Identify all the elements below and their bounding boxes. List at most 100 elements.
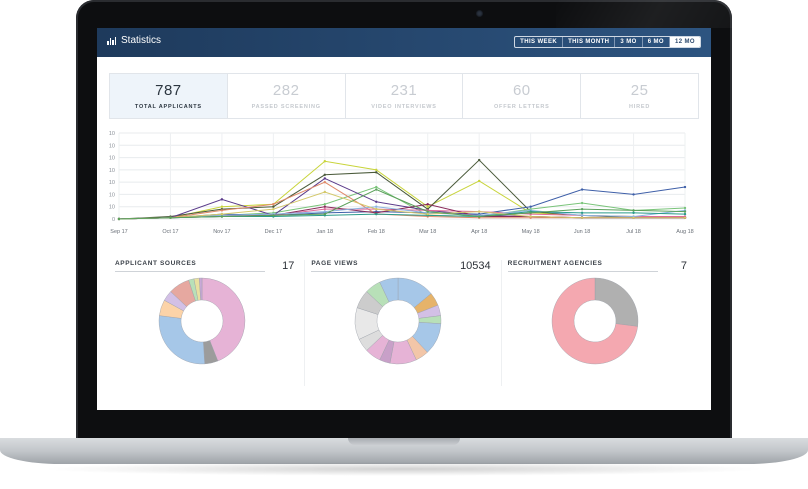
- data-point: [632, 211, 635, 215]
- card-count: 17: [282, 260, 295, 272]
- y-tick-label: 10: [109, 131, 115, 137]
- series-line: [118, 191, 685, 220]
- data-point: [477, 210, 481, 213]
- data-point: [529, 215, 532, 218]
- series-line: [118, 206, 686, 220]
- y-tick-label: 10: [109, 205, 115, 211]
- y-tick-label: 10: [109, 180, 115, 186]
- data-point: [632, 216, 635, 219]
- data-point: [272, 203, 275, 206]
- range-3-mo[interactable]: 3 MO: [615, 37, 643, 47]
- donut-slice: [379, 277, 399, 303]
- screen-glare: [556, 0, 808, 28]
- page-title: Statistics: [107, 35, 161, 46]
- range-selector: THIS WEEK THIS MONTH 3 MO 6 MO 12 MO: [514, 36, 701, 48]
- x-tick-label: Apr 18: [471, 229, 487, 235]
- data-point: [323, 180, 327, 184]
- data-point: [683, 210, 687, 213]
- data-point: [375, 200, 378, 203]
- x-tick-label: Dec 17: [265, 229, 282, 235]
- stat-value: 231: [390, 82, 418, 99]
- data-point: [632, 193, 635, 196]
- x-tick-label: Jul 18: [626, 229, 641, 235]
- y-tick-label: 10: [109, 143, 115, 149]
- camera-icon: [476, 10, 483, 17]
- card-title: APPLICANT SOURCES: [115, 260, 197, 267]
- stat-label: PASSED SCREENING: [251, 104, 321, 110]
- data-point: [220, 215, 224, 218]
- data-point: [426, 212, 429, 216]
- data-point: [683, 212, 687, 216]
- series-line: [118, 188, 686, 220]
- data-point: [375, 207, 378, 211]
- data-point: [375, 168, 378, 172]
- data-point: [375, 185, 378, 189]
- stat-video-interviews[interactable]: 231 VIDEO INTERVIEWS: [346, 74, 464, 118]
- x-tick-label: Feb 18: [368, 229, 385, 235]
- data-point: [323, 160, 327, 163]
- stat-hired[interactable]: 25 HIRED: [581, 74, 698, 118]
- data-point: [580, 188, 584, 191]
- x-tick-label: Oct 17: [162, 229, 178, 235]
- x-tick-label: May 18: [522, 229, 540, 235]
- page-title-text: Statistics: [121, 35, 162, 46]
- range-12-mo[interactable]: 12 MO: [669, 37, 700, 47]
- data-point: [683, 206, 687, 210]
- stat-total-applicants[interactable]: 787 TOTAL APPLICANTS: [110, 74, 228, 118]
- range-this-month[interactable]: THIS MONTH: [563, 37, 616, 47]
- stat-label: TOTAL APPLICANTS: [134, 104, 202, 110]
- donut-slice: [199, 277, 203, 301]
- laptop-shadow: [40, 462, 768, 476]
- stat-value: 282: [272, 82, 300, 99]
- data-point: [477, 179, 481, 183]
- stat-label: OFFER LETTERS: [493, 104, 550, 110]
- data-point: [580, 207, 584, 211]
- stat-passed-screening[interactable]: 282 PASSED SCREENING: [228, 74, 346, 118]
- data-point: [220, 209, 224, 212]
- data-point: [220, 198, 224, 201]
- card-count: 10534: [460, 260, 491, 272]
- card-divider: [311, 271, 462, 272]
- donut-slice: [594, 277, 638, 327]
- line-chart: 0 10 10 10 10 10 10 10 Sep 17 Oct 17 Nov 17 Dec 17 J…: [109, 131, 694, 235]
- y-tick-label: 10: [109, 168, 115, 174]
- x-tick-label: Nov 17: [213, 229, 230, 235]
- x-tick-label: Aug 18: [676, 229, 693, 235]
- data-point: [375, 188, 378, 191]
- range-this-week[interactable]: THIS WEEK: [515, 37, 564, 47]
- data-point: [477, 215, 481, 218]
- data-point: [272, 214, 275, 217]
- data-point: [529, 205, 532, 208]
- stats-row: 787 TOTAL APPLICANTS 282 PASSED SCREENIN…: [109, 73, 699, 119]
- data-point: [529, 211, 532, 215]
- donut-cards: APPLICANT SOURCES 17 PAGE VIEWS 10534 RE…: [109, 260, 697, 386]
- data-point: [220, 212, 224, 216]
- stat-value: 60: [512, 82, 531, 99]
- laptop-notch: [348, 438, 460, 445]
- donut-slice: [201, 277, 246, 362]
- data-point: [323, 212, 327, 216]
- data-point: [580, 214, 584, 217]
- stat-value: 787: [155, 82, 182, 99]
- donut-chart: [355, 277, 442, 365]
- donut-chart: [551, 277, 638, 365]
- data-point: [426, 205, 429, 208]
- data-point: [426, 210, 429, 213]
- range-6-mo[interactable]: 6 MO: [643, 37, 670, 47]
- card-page-views: PAGE VIEWS 10534: [305, 260, 502, 386]
- x-tick-label: Jun 18: [574, 229, 591, 235]
- data-point: [117, 217, 121, 221]
- data-point: [323, 203, 327, 206]
- card-title: PAGE VIEWS: [311, 260, 359, 267]
- data-point: [323, 190, 327, 194]
- data-point: [323, 173, 327, 176]
- card-title: RECRUITMENT AGENCIES: [507, 260, 603, 267]
- data-point: [169, 216, 172, 219]
- stat-value: 25: [630, 82, 649, 99]
- app-screen: Statistics THIS WEEK THIS MONTH 3 MO 6 M…: [97, 28, 711, 410]
- stat-offer-letters[interactable]: 60 OFFER LETTERS: [463, 74, 582, 118]
- data-point: [580, 211, 584, 215]
- card-count: 7: [680, 260, 687, 272]
- top-bar: Statistics THIS WEEK THIS MONTH 3 MO 6 M…: [97, 28, 711, 57]
